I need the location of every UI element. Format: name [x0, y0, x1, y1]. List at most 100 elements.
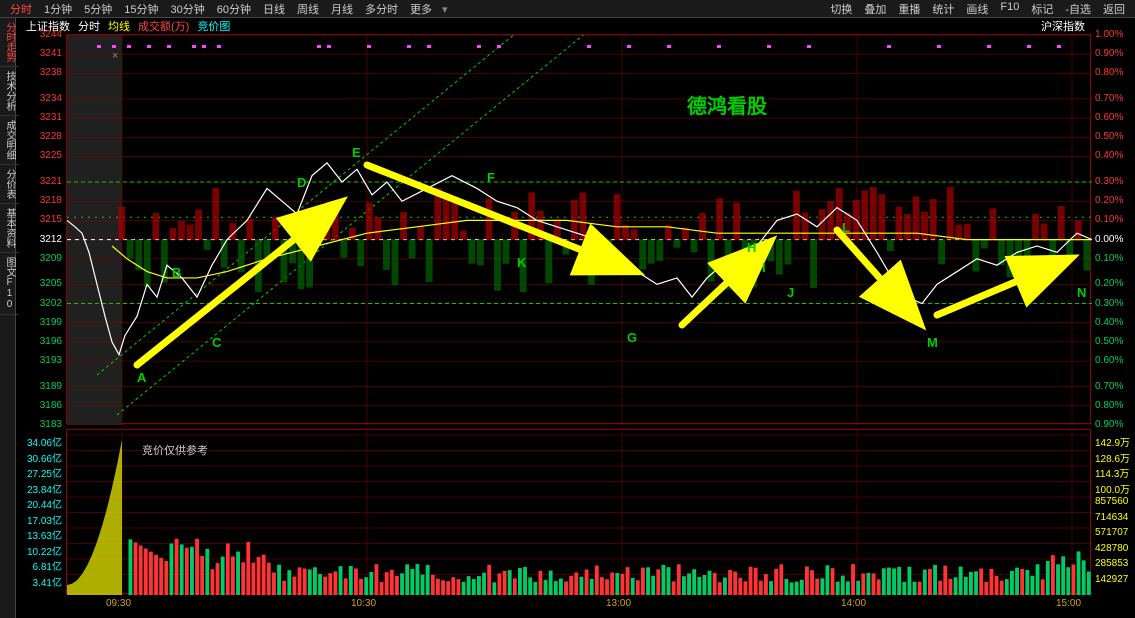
- pct-tick: 0.10%: [1095, 214, 1123, 225]
- vol-tick-left: 10.22亿: [16, 543, 62, 558]
- timeframe-tab[interactable]: 30分钟: [165, 4, 211, 16]
- pct-tick: 0.60%: [1095, 112, 1123, 123]
- toolbar-button[interactable]: 标记: [1025, 1, 1059, 17]
- toolbar-button[interactable]: 叠加: [858, 1, 892, 17]
- pct-tick: 0.70%: [1095, 93, 1123, 104]
- toolbar-button[interactable]: -自选: [1059, 1, 1097, 17]
- price-tick: 3189: [16, 381, 62, 392]
- vol-tick-right: 714634: [1095, 512, 1128, 523]
- toolbar-button[interactable]: 返回: [1097, 1, 1131, 17]
- timeframe-tab[interactable]: 60分钟: [211, 4, 257, 16]
- time-tick: 10:30: [351, 598, 376, 609]
- pct-tick: 1.00%: [1095, 29, 1123, 40]
- vol-tick-right: 857560: [1095, 496, 1128, 507]
- price-tick: 3199: [16, 317, 62, 328]
- volume-label: 成交额(万): [138, 18, 189, 34]
- vol-tick-right: 114.3万: [1095, 465, 1129, 480]
- price-tick: 3205: [16, 278, 62, 289]
- price-y-axis-left: 3244324132383234323132283225322132183215…: [16, 34, 66, 424]
- time-tick: 14:00: [841, 598, 866, 609]
- price-tick: 3238: [16, 67, 62, 78]
- vol-tick-right: 100.0万: [1095, 481, 1130, 496]
- vol-tick-right: 142.9万: [1095, 434, 1130, 449]
- vol-tick-left: 13.63亿: [16, 527, 62, 542]
- price-tick: 3231: [16, 112, 62, 123]
- price-tick: 3215: [16, 214, 62, 225]
- pct-tick: 0.40%: [1095, 150, 1123, 161]
- timeframe-tab[interactable]: 日线: [257, 4, 291, 16]
- toolbar-button[interactable]: 画线: [960, 1, 994, 17]
- volume-y-axis-right: 142.9万128.6万114.3万100.0万857560 714634 5717…: [1091, 429, 1135, 594]
- chart-legend-bar: 上证指数 分时 均线 成交额(万) 竞价图 沪深指数: [16, 18, 1135, 34]
- vol-tick-left: 20.44亿: [16, 496, 62, 511]
- pct-tick: 0.10%: [1095, 253, 1123, 264]
- price-tick: 3186: [16, 400, 62, 411]
- bid-label: 竞价图: [197, 18, 230, 34]
- timeframe-tab[interactable]: 15分钟: [118, 4, 164, 16]
- price-tick: 3193: [16, 355, 62, 366]
- time-tick: 15:00: [1056, 598, 1081, 609]
- chevron-down-icon[interactable]: ▾: [438, 4, 452, 16]
- vol-tick-left: 23.84亿: [16, 481, 62, 496]
- timeframe-tab[interactable]: 1分钟: [38, 4, 78, 16]
- price-tick: 3209: [16, 253, 62, 264]
- vol-tick-right: 285853: [1095, 558, 1128, 569]
- price-tick: 3225: [16, 150, 62, 161]
- price-tick: 3234: [16, 93, 62, 104]
- pct-tick: 0.20%: [1095, 278, 1123, 289]
- time-tick: 09:30: [106, 598, 131, 609]
- vol-tick-right: 571707: [1095, 527, 1128, 538]
- left-sidebar: 分时走势技术分析成交明细分价表基本资料图文F10: [0, 18, 16, 618]
- price-tick: 3228: [16, 131, 62, 142]
- pct-tick: 0.30%: [1095, 176, 1123, 187]
- mode-label: 分时: [78, 18, 100, 34]
- close-icon[interactable]: ×: [112, 50, 118, 62]
- price-tick: 3212: [16, 234, 62, 245]
- toolbar-button[interactable]: 统计: [926, 1, 960, 17]
- vol-tick-right: 428780: [1095, 543, 1128, 554]
- price-y-axis-right: 1.00%0.90%0.80%0.70%0.60%0.50%0.40%0.30%…: [1091, 34, 1135, 424]
- time-tick: 13:00: [606, 598, 631, 609]
- pct-tick: 0.50%: [1095, 336, 1123, 347]
- pct-tick: 0.60%: [1095, 355, 1123, 366]
- bid-note: 竞价仅供参考: [142, 442, 208, 458]
- timeframe-tab[interactable]: 多分时: [359, 4, 404, 16]
- price-tick: 3202: [16, 298, 62, 309]
- pct-tick: 0.50%: [1095, 131, 1123, 142]
- pct-tick: 0.40%: [1095, 317, 1123, 328]
- volume-chart[interactable]: 竞价仅供参考: [66, 429, 1091, 594]
- timeframe-tab[interactable]: 周线: [291, 4, 325, 16]
- vol-tick-left: 6.81亿: [16, 558, 62, 573]
- toolbar-button[interactable]: 切换: [824, 1, 858, 17]
- toolbar-button[interactable]: F10: [994, 1, 1025, 17]
- price-tick: 3196: [16, 336, 62, 347]
- timeframe-tab[interactable]: 分时: [4, 4, 38, 16]
- price-tick: 3218: [16, 195, 62, 206]
- vol-tick-left: 34.06亿: [16, 434, 62, 449]
- timeframe-tab[interactable]: 更多: [404, 4, 438, 16]
- vol-tick-left: 17.03亿: [16, 512, 62, 527]
- pct-tick: 0.80%: [1095, 67, 1123, 78]
- timeframe-tab[interactable]: 月线: [325, 4, 359, 16]
- pct-tick: 0.20%: [1095, 195, 1123, 206]
- vol-tick-left: 3.41亿: [16, 574, 62, 589]
- vol-tick-right: 142927: [1095, 574, 1128, 585]
- pct-tick: 0.70%: [1095, 381, 1123, 392]
- vol-tick-left: 27.25亿: [16, 465, 62, 480]
- pct-tick: 0.80%: [1095, 400, 1123, 411]
- time-x-axis: 09:30 10:30 13:00 14:00 15:00: [66, 596, 1091, 616]
- vol-tick-right: 128.6万: [1095, 450, 1130, 465]
- price-chart[interactable]: × 德鸿看股 ABCDEFGHIJKLMN: [66, 34, 1091, 424]
- ma-label: 均线: [108, 18, 130, 34]
- pct-tick: 0.90%: [1095, 48, 1123, 59]
- chart-area: 3244324132383234323132283225322132183215…: [16, 34, 1135, 618]
- top-toolbar: 分时1分钟5分钟15分钟30分钟60分钟日线周线月线多分时更多▾ 切换叠加重播统…: [0, 0, 1135, 18]
- toolbar-button[interactable]: 重播: [892, 1, 926, 17]
- pct-tick: 0.30%: [1095, 298, 1123, 309]
- vol-tick-left: 30.66亿: [16, 450, 62, 465]
- volume-y-axis-left: 34.06亿30.66亿27.25亿23.84亿20.44亿17.03亿13.6…: [16, 429, 66, 594]
- price-tick: 3221: [16, 176, 62, 187]
- price-tick: 3244: [16, 29, 62, 40]
- timeframe-tab[interactable]: 5分钟: [78, 4, 118, 16]
- price-tick: 3241: [16, 48, 62, 59]
